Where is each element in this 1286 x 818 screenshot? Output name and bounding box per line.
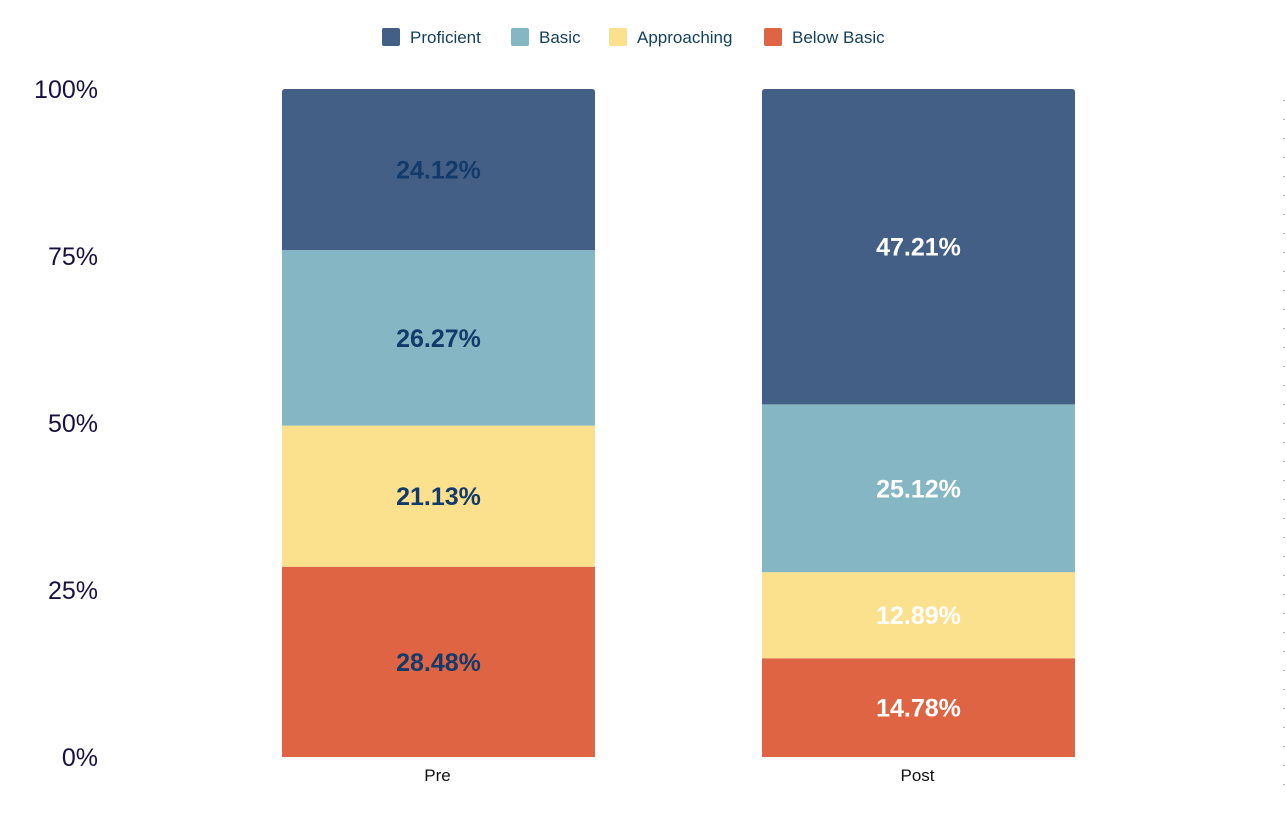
right-edge-tick — [1283, 594, 1285, 595]
right-edge-tick — [1283, 290, 1285, 291]
segment-labels: 28.48% 21.13% 26.27% 24.12% 14.78% 12.89% 25.1… — [396, 157, 961, 723]
right-edge-tick — [1283, 575, 1285, 576]
right-edge-tick — [1283, 138, 1285, 139]
right-edge-tick — [1283, 119, 1285, 120]
y-tick-label: 25% — [48, 577, 98, 605]
right-edge-marks — [1283, 100, 1285, 785]
right-edge-tick — [1283, 480, 1285, 481]
data-label-pre-approaching: 21.13% — [396, 483, 481, 511]
right-edge-tick — [1283, 366, 1285, 367]
bars — [282, 89, 1075, 757]
y-tick-label: 100% — [34, 76, 98, 104]
y-tick-label: 0% — [62, 744, 98, 772]
right-edge-tick — [1283, 765, 1285, 766]
y-tick-label: 75% — [48, 243, 98, 271]
right-edge-tick — [1283, 176, 1285, 177]
legend-label-proficient: Proficient — [410, 28, 481, 47]
data-label-post-below-basic: 14.78% — [876, 695, 961, 723]
right-edge-tick — [1283, 404, 1285, 405]
legend-swatch-basic — [511, 28, 529, 46]
x-tick-label-pre: Pre — [424, 766, 450, 785]
right-edge-tick — [1283, 385, 1285, 386]
legend-swatch-below-basic — [764, 28, 782, 46]
legend-label-approaching: Approaching — [637, 28, 732, 47]
right-edge-tick — [1283, 309, 1285, 310]
right-edge-tick — [1283, 347, 1285, 348]
data-label-pre-proficient: 24.12% — [396, 157, 481, 185]
right-edge-tick — [1283, 537, 1285, 538]
bar-segment-post-below-basic — [762, 658, 1075, 757]
legend-label-below-basic: Below Basic — [792, 28, 885, 47]
y-axis: 0% 25% 50% 75% 100% — [34, 76, 98, 772]
bar-segment-pre-below-basic — [282, 566, 595, 757]
right-edge-tick — [1283, 157, 1285, 158]
data-label-post-approaching: 12.89% — [876, 602, 961, 630]
right-edge-tick — [1283, 252, 1285, 253]
right-edge-tick — [1283, 499, 1285, 500]
right-edge-tick — [1283, 670, 1285, 671]
right-edge-tick — [1283, 461, 1285, 462]
right-edge-tick — [1283, 195, 1285, 196]
right-edge-tick — [1283, 651, 1285, 652]
bar-post — [762, 89, 1075, 757]
right-edge-tick — [1283, 613, 1285, 614]
bar-segment-post-basic — [762, 404, 1075, 573]
data-label-pre-basic: 26.27% — [396, 325, 481, 353]
data-label-pre-below-basic: 28.48% — [396, 649, 481, 677]
right-edge-tick — [1283, 556, 1285, 557]
right-edge-tick — [1283, 708, 1285, 709]
legend-swatch-approaching — [609, 28, 627, 46]
right-edge-tick — [1283, 632, 1285, 633]
right-edge-tick — [1283, 784, 1285, 785]
x-axis: Pre Post — [424, 766, 935, 785]
right-edge-tick — [1283, 689, 1285, 690]
right-edge-tick — [1283, 518, 1285, 519]
bar-segment-pre-proficient — [282, 89, 595, 251]
legend-swatch-proficient — [382, 28, 400, 46]
bar-segment-post-approaching — [762, 572, 1075, 659]
right-edge-tick — [1283, 271, 1285, 272]
bar-segment-pre-approaching — [282, 425, 595, 567]
legend: Proficient Basic Approaching Below Basic — [382, 28, 885, 47]
data-label-post-proficient: 47.21% — [876, 234, 961, 262]
legend-label-basic: Basic — [539, 28, 581, 47]
right-edge-tick — [1283, 746, 1285, 747]
right-edge-tick — [1283, 100, 1285, 101]
right-edge-tick — [1283, 214, 1285, 215]
bar-segment-pre-basic — [282, 250, 595, 426]
y-tick-label: 50% — [48, 410, 98, 438]
x-tick-label-post: Post — [900, 766, 934, 785]
data-label-post-basic: 25.12% — [876, 475, 961, 503]
bar-pre — [282, 89, 595, 757]
bar-segment-post-proficient — [762, 89, 1075, 405]
right-edge-tick — [1283, 727, 1285, 728]
right-edge-tick — [1283, 442, 1285, 443]
right-edge-tick — [1283, 328, 1285, 329]
right-edge-tick — [1283, 423, 1285, 424]
right-edge-tick — [1283, 233, 1285, 234]
